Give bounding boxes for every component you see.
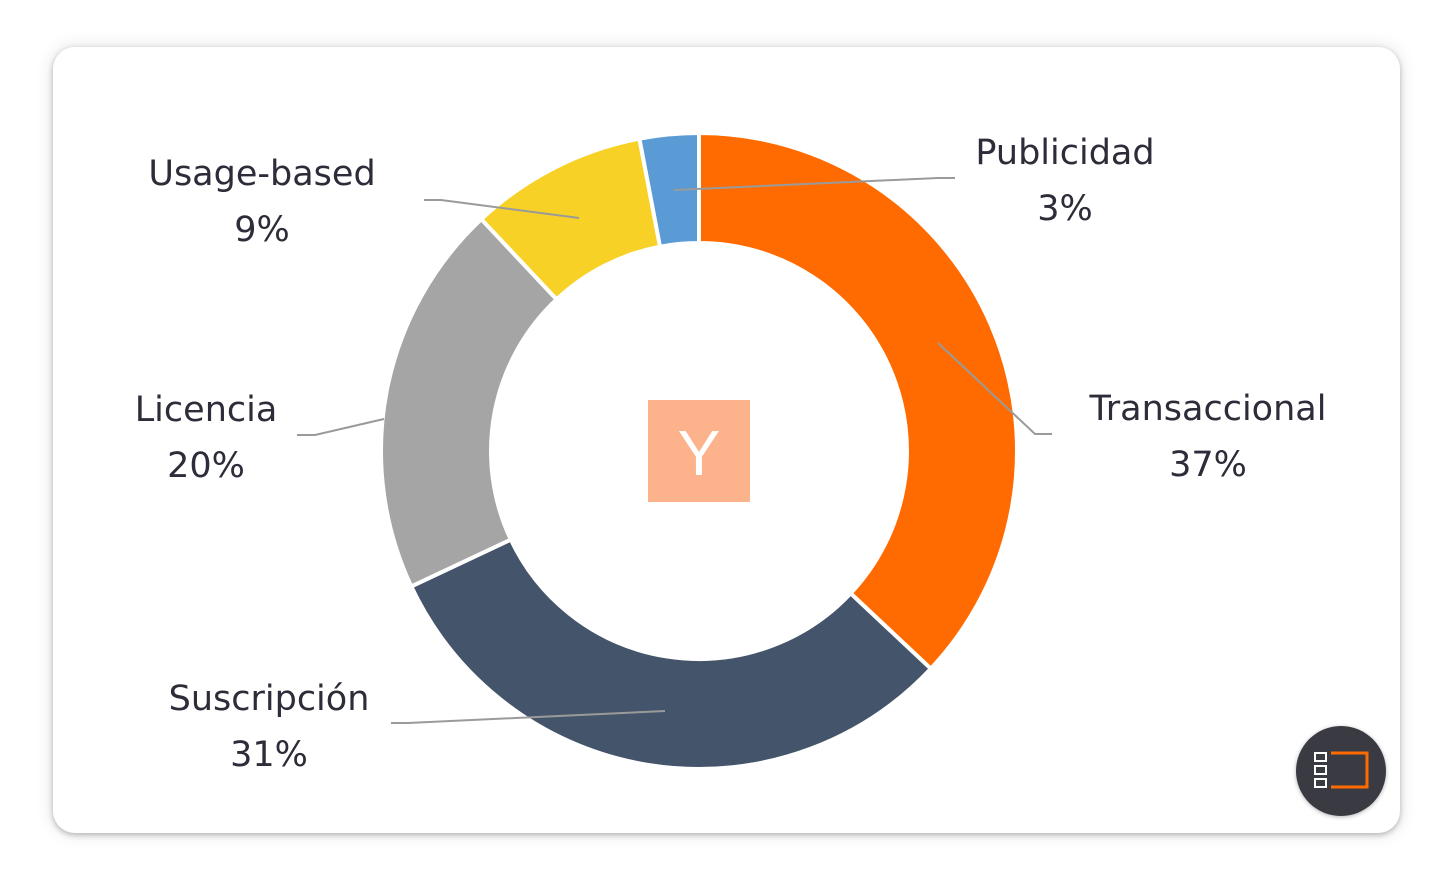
slice-value-label: 9% <box>234 210 290 250</box>
slice-suscripci-n <box>409 537 933 771</box>
leader-line <box>937 342 1052 435</box>
center-logo: Y <box>648 400 750 502</box>
leader-line <box>424 199 580 219</box>
floating-action-button[interactable] <box>1296 726 1386 816</box>
chart-card: Transaccional 37% Suscripción 31% Licencia 20… <box>53 47 1400 833</box>
slice-label: Transaccional <box>1089 389 1327 429</box>
leader-line <box>297 418 385 436</box>
y-logo-letter: Y <box>678 417 721 489</box>
slice-label: Licencia <box>135 390 278 430</box>
slice-label: Publicidad <box>975 133 1154 173</box>
slice-value-label: 20% <box>167 446 245 486</box>
layout-panel-icon <box>1314 751 1369 789</box>
slice-value-label: 31% <box>230 735 308 775</box>
slice-value-label: 3% <box>1037 189 1093 229</box>
donut-chart: Transaccional 37% Suscripción 31% Licencia 20… <box>135 131 1327 775</box>
leader-line <box>673 177 955 191</box>
slice-transaccional <box>697 131 1019 671</box>
y-logo-icon <box>648 400 750 502</box>
slice-label: Usage-based <box>148 154 375 194</box>
slice-value-label: 37% <box>1169 445 1247 485</box>
slice-label: Suscripción <box>169 679 370 719</box>
leader-line <box>391 710 666 724</box>
slice-licencia <box>379 217 559 589</box>
